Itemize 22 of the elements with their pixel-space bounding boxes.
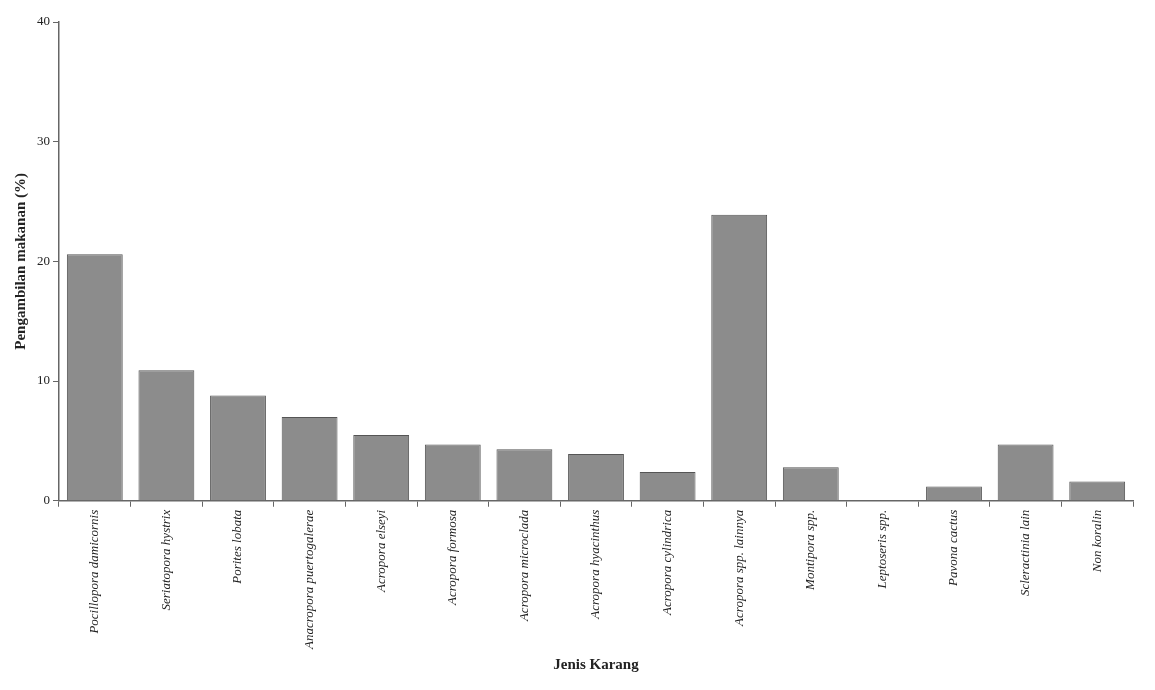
x-tick-label: Pavona cactus bbox=[945, 509, 961, 587]
x-tick-label: Anacropora puertogalerae bbox=[301, 509, 317, 650]
x-tick-label: Acropora cylindrica bbox=[659, 509, 675, 617]
y-tick-label: 0 bbox=[43, 492, 50, 508]
y-tick-label: 40 bbox=[37, 13, 50, 29]
y-tick-label: 10 bbox=[37, 372, 50, 388]
x-tick-label: Seriatopora hystrix bbox=[157, 509, 173, 611]
x-tick-label: Pocillopora damicornis bbox=[86, 509, 102, 635]
x-tick-label: Non koralin bbox=[1088, 509, 1104, 574]
x-tick-label: Acropora microclada bbox=[515, 509, 531, 623]
x-tick-label: Acropora elseyi bbox=[372, 509, 388, 593]
x-tick-label: Montipora spp. bbox=[802, 509, 818, 591]
x-tick-label: Acropora hyacinthus bbox=[587, 509, 603, 620]
y-tick-label: 20 bbox=[37, 252, 50, 268]
x-tick-label: Porites lobata bbox=[229, 509, 245, 585]
x-tick-label: Scleractinia lain bbox=[1017, 509, 1033, 597]
x-tick-label: Acropora spp. lainnya bbox=[730, 509, 746, 627]
y-tick-label: 30 bbox=[37, 133, 50, 149]
y-axis-title: Pengambilan makanan (%) bbox=[11, 173, 29, 350]
x-tick-label: Leptoseris spp. bbox=[873, 509, 889, 590]
x-axis-title: Jenis Karang bbox=[553, 655, 640, 672]
x-tick-label: Acropora formosa bbox=[444, 509, 460, 606]
